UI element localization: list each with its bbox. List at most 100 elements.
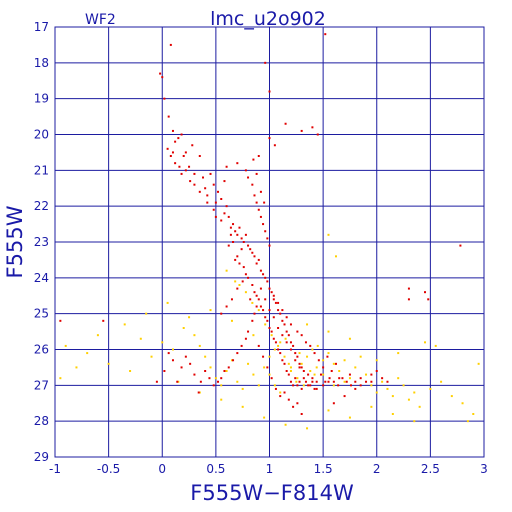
data-point xyxy=(217,190,220,193)
data-point xyxy=(247,176,250,179)
data-point xyxy=(289,366,292,369)
data-point xyxy=(167,352,170,355)
data-point xyxy=(230,319,233,322)
data-point xyxy=(202,176,205,179)
data-point xyxy=(350,384,353,387)
data-point xyxy=(145,312,148,315)
data-point xyxy=(466,420,469,423)
data-point xyxy=(257,309,260,312)
data-point xyxy=(334,255,337,258)
data-point xyxy=(247,276,250,279)
data-point xyxy=(263,416,266,419)
data-point xyxy=(296,355,299,358)
data-point xyxy=(232,241,235,243)
data-point xyxy=(343,380,346,383)
data-point xyxy=(255,262,258,265)
data-point xyxy=(244,169,247,172)
x-tick-label: 2.5 xyxy=(421,462,440,476)
data-point xyxy=(193,183,196,186)
data-point xyxy=(268,309,271,312)
data-point xyxy=(272,298,275,301)
data-point xyxy=(375,359,378,362)
data-point xyxy=(270,377,273,380)
data-point xyxy=(284,423,287,426)
data-point xyxy=(285,341,288,344)
data-point xyxy=(300,366,303,369)
data-point xyxy=(332,380,335,383)
data-point xyxy=(177,137,180,140)
data-point xyxy=(223,370,226,372)
data-point xyxy=(255,305,258,308)
data-point xyxy=(268,90,271,93)
data-point xyxy=(279,395,282,398)
data-point xyxy=(381,377,384,380)
data-point xyxy=(294,377,297,380)
data-point xyxy=(220,398,223,401)
data-point xyxy=(204,355,207,358)
data-point xyxy=(193,334,196,337)
data-point xyxy=(161,341,164,344)
data-point xyxy=(253,312,256,315)
data-point xyxy=(283,391,286,394)
data-point xyxy=(391,413,394,415)
data-point xyxy=(397,377,400,380)
data-point xyxy=(281,334,284,337)
y-tick-label: 24 xyxy=(34,271,49,285)
data-point xyxy=(240,248,243,251)
data-point xyxy=(208,377,211,380)
data-point xyxy=(225,165,228,168)
data-point xyxy=(206,194,209,197)
data-point xyxy=(189,180,192,183)
data-point xyxy=(381,380,384,383)
data-point xyxy=(242,241,245,243)
data-point xyxy=(262,223,265,226)
data-point xyxy=(236,352,239,355)
data-point xyxy=(86,352,89,355)
data-point xyxy=(238,262,241,265)
data-point xyxy=(220,384,223,387)
x-tick-label: -1 xyxy=(49,462,61,476)
data-point xyxy=(167,115,170,118)
data-point xyxy=(166,147,169,150)
data-point xyxy=(257,344,260,347)
data-point xyxy=(257,208,260,211)
data-point xyxy=(229,226,232,229)
data-point xyxy=(251,319,254,322)
data-point xyxy=(253,291,256,294)
data-point xyxy=(236,162,239,165)
data-point xyxy=(244,337,247,340)
data-point xyxy=(217,380,220,383)
data-point xyxy=(328,377,331,380)
data-point xyxy=(266,366,269,369)
data-point xyxy=(343,359,346,362)
data-point xyxy=(139,337,142,340)
data-point xyxy=(332,384,335,387)
data-point xyxy=(259,305,262,308)
data-point xyxy=(263,366,266,369)
x-tick-labels: -1 -0.5 0 0.5 1 1.5 2 2.5 3 xyxy=(49,462,488,476)
data-point xyxy=(459,244,462,247)
data-point xyxy=(212,183,215,186)
data-point xyxy=(244,291,247,294)
data-point xyxy=(214,201,217,204)
data-point xyxy=(264,316,267,319)
data-point xyxy=(289,380,292,383)
data-point xyxy=(169,43,172,46)
data-point xyxy=(407,287,410,290)
data-point xyxy=(209,366,212,369)
data-point xyxy=(311,126,314,129)
data-point xyxy=(189,362,192,365)
data-point xyxy=(315,380,318,383)
data-point xyxy=(247,244,250,247)
data-point xyxy=(354,380,357,383)
data-point xyxy=(225,370,228,372)
data-point xyxy=(289,341,292,344)
data-point xyxy=(324,33,327,36)
data-point xyxy=(272,294,275,297)
data-point xyxy=(324,380,327,383)
data-point xyxy=(298,380,301,383)
data-point xyxy=(283,362,286,365)
data-point xyxy=(257,384,260,387)
data-point xyxy=(359,377,362,380)
